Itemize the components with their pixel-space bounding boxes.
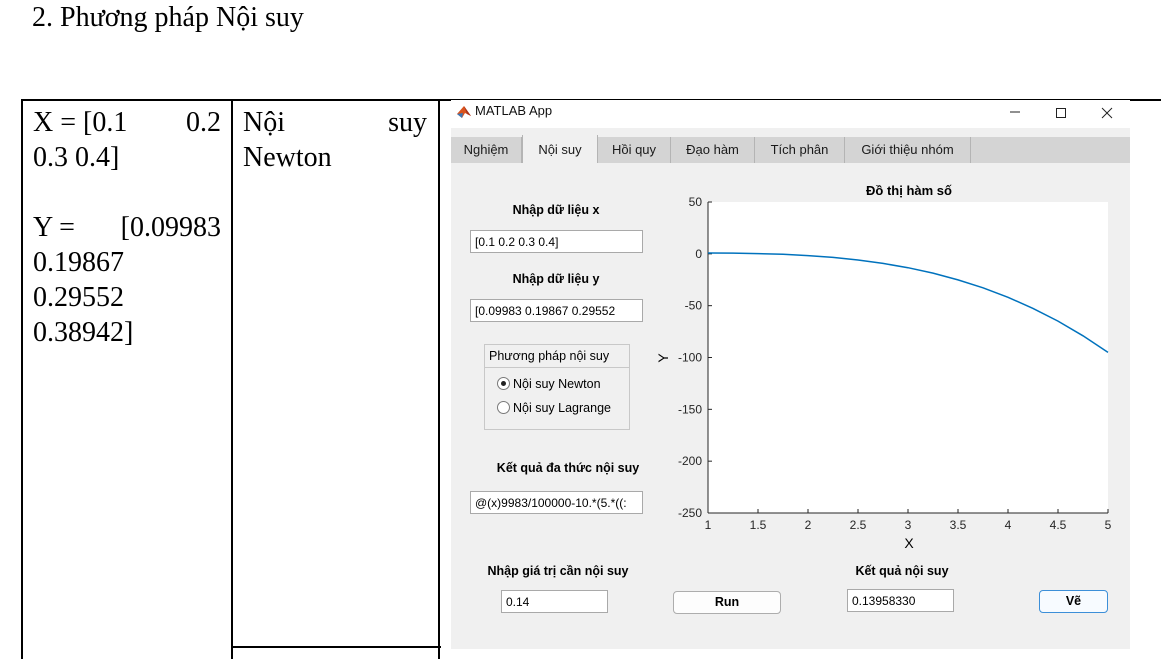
matlab-logo-icon (457, 106, 471, 118)
series-line (707, 252, 1109, 354)
y-tick-label: 50 (689, 195, 703, 209)
radio-lagrange[interactable]: Nội suy Lagrange (497, 401, 611, 415)
plot-button[interactable]: Vẽ (1039, 590, 1108, 613)
method-text: Newton (243, 142, 332, 173)
x-axis-label: X (904, 535, 914, 551)
input-x-label: Nhập dữ liệu x (512, 203, 600, 217)
y-tick-label: -50 (685, 299, 703, 313)
tab-tich-phan[interactable]: Tích phân (755, 137, 845, 163)
minimize-icon (1010, 111, 1020, 113)
y-axis-label: Y (655, 353, 671, 363)
chart-axes: 1 1.5 2 2.5 3 3.5 4 4.5 5 50 0 -50 -100 -150 -200 -250 (678, 195, 1112, 532)
x-tick-label: 3 (905, 518, 912, 532)
tab-nghiem[interactable]: Nghiệm (451, 137, 522, 163)
y-data-text: Y = (33, 212, 75, 243)
method-text: Nội (243, 107, 285, 138)
result-label: Kết quả nội suy (855, 564, 949, 578)
result-field[interactable]: 0.13958330 (847, 589, 954, 612)
chart-title: Đồ thị hàm số (866, 183, 952, 198)
y-data-text: 0.19867 (33, 247, 124, 278)
close-icon (1101, 107, 1113, 119)
x-tick-label: 2 (805, 518, 812, 532)
run-button[interactable]: Run (673, 591, 781, 614)
table-divider (231, 101, 233, 659)
document-table: X = [0.1 0.2 0.3 0.4] Y = [0.09983 0.19867… (21, 99, 1161, 659)
eval-input-label: Nhập giá trị cần nội suy (487, 564, 629, 578)
radio-unselected-icon (497, 401, 510, 414)
input-y-label: Nhập dữ liệu y (512, 272, 600, 286)
x-data-text: X = [0.1 (33, 107, 128, 138)
x-data-text: 0.2 (186, 107, 221, 138)
tab-bar: Nghiệm Nội suy Hồi quy Đạo hàm Tích phân… (451, 135, 1130, 163)
table-row-divider (231, 646, 441, 648)
x-tick-label: 1.5 (750, 518, 767, 532)
chart-series (707, 252, 1109, 354)
maximize-button[interactable] (1038, 100, 1084, 128)
method-button-group: Phương pháp nội suy Nội suy Newton Nội s… (484, 344, 630, 430)
x-tick-label: 3.5 (950, 518, 967, 532)
minimize-button[interactable] (992, 100, 1038, 128)
input-x-field[interactable]: [0.1 0.2 0.3 0.4] (470, 230, 643, 253)
x-tick-label: 4.5 (1050, 518, 1067, 532)
table-divider (438, 101, 440, 659)
radio-selected-icon (497, 377, 510, 390)
poly-result-field[interactable]: @(x)9983/100000-10.*(5.*((: (470, 491, 643, 514)
tab-noi-suy[interactable]: Nội suy (522, 135, 598, 163)
method-cell: Nội suy Newton (243, 105, 427, 175)
tab-dao-ham[interactable]: Đạo hàm (671, 137, 755, 163)
section-heading: 2. Phương pháp Nội suy (32, 2, 304, 33)
matlab-app-window: MATLAB App Nghiệm Nội suy Hồi quy Đạo hà… (451, 100, 1130, 649)
x-tick-label: 1 (705, 518, 712, 532)
y-tick-label: -100 (678, 351, 702, 365)
maximize-icon (1056, 108, 1066, 118)
x-data-text: 0.3 0.4] (33, 142, 120, 173)
plot-area (708, 202, 1108, 513)
title-bar: MATLAB App (451, 100, 1130, 128)
y-data-text: 0.29552 (33, 282, 124, 313)
radio-newton-label: Nội suy Newton (513, 377, 601, 391)
y-tick-label: -250 (678, 506, 702, 520)
tab-gioi-thieu-nhom[interactable]: Giới thiệu nhóm (845, 137, 971, 163)
input-y-field[interactable]: [0.09983 0.19867 0.29552 (470, 299, 643, 322)
eval-input-field[interactable]: 0.14 (501, 590, 608, 613)
data-cell: X = [0.1 0.2 0.3 0.4] Y = [0.09983 0.19867… (33, 105, 221, 350)
x-tick-label: 5 (1105, 518, 1112, 532)
radio-lagrange-label: Nội suy Lagrange (513, 401, 611, 415)
y-data-text: 0.38942] (33, 317, 134, 348)
method-group-title: Phương pháp nội suy (485, 345, 629, 368)
close-button[interactable] (1084, 100, 1130, 128)
tab-hoi-quy[interactable]: Hồi quy (598, 137, 671, 163)
function-plot[interactable]: Đồ thị hàm số 1 1.5 2 2.5 3 3.5 4 4.5 5 50 0 -50 -10… (651, 180, 1131, 560)
y-tick-label: -200 (678, 454, 702, 468)
poly-result-label: Kết quả đa thức nội suy (496, 461, 640, 475)
y-data-text: [0.09983 (120, 212, 221, 243)
window-title: MATLAB App (475, 103, 553, 118)
radio-newton[interactable]: Nội suy Newton (497, 377, 601, 391)
x-tick-label: 2.5 (850, 518, 867, 532)
y-tick-label: -150 (678, 402, 702, 416)
method-text: suy (388, 107, 427, 138)
x-tick-label: 4 (1005, 518, 1012, 532)
y-tick-label: 0 (695, 247, 702, 261)
